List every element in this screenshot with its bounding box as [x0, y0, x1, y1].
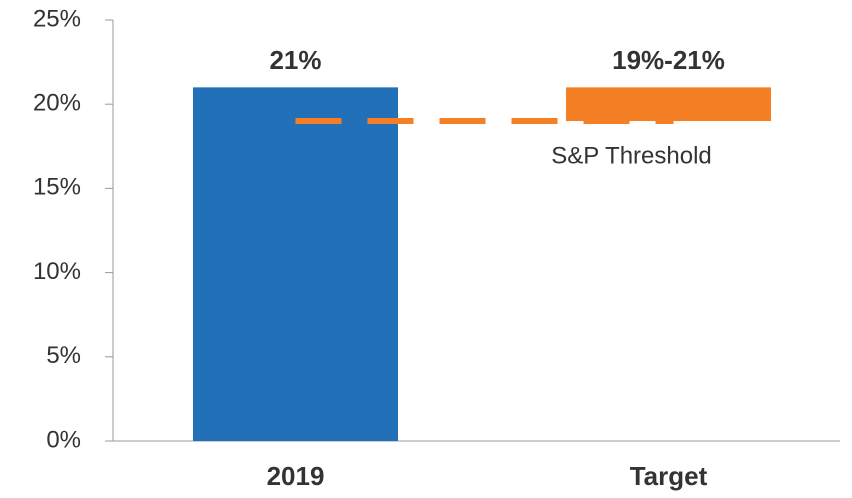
- value-label: 21%: [269, 45, 321, 75]
- x-tick-label: 2019: [267, 461, 325, 491]
- y-tick-label: 10%: [33, 258, 81, 285]
- y-tick-label: 15%: [33, 174, 81, 201]
- bar: [566, 87, 771, 122]
- y-tick-label: 25%: [33, 5, 81, 32]
- threshold-label: S&P Threshold: [551, 142, 712, 169]
- value-label: 19%-21%: [612, 45, 725, 75]
- y-tick-label: 0%: [46, 426, 81, 453]
- y-tick-label: 5%: [46, 342, 81, 369]
- x-tick-label: Target: [630, 461, 708, 491]
- y-tick-label: 20%: [33, 90, 81, 117]
- bar: [193, 87, 398, 442]
